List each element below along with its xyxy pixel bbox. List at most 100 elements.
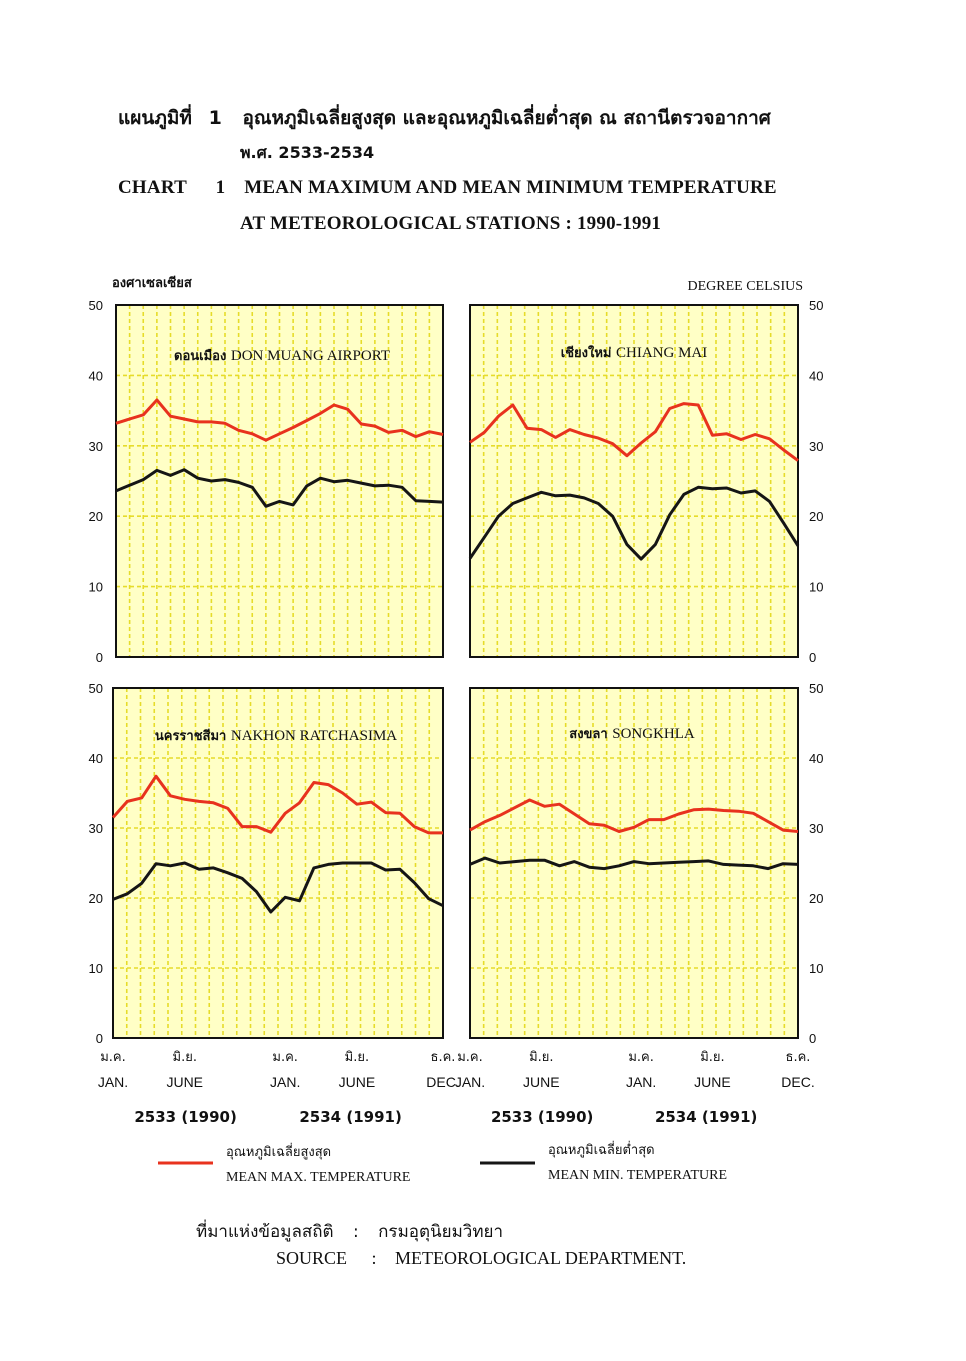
panel-title: สงขลา SONGKHLA	[569, 726, 695, 742]
title-thai-years: พ.ศ. 2533-2534	[240, 143, 375, 162]
title-thai-number: 1	[208, 107, 222, 129]
year-label: 2533 (1990)	[491, 1108, 593, 1126]
chart-panels: ดอนเมือง DON MUANG AIRPORT01020304050เชี…	[89, 298, 824, 1046]
title-thai-line1: แผนภูมิที่ 1 อุณหภูมิเฉลี่ยสูงสุด และอุณ…	[118, 103, 771, 133]
x-label-thai: ม.ค.	[100, 1050, 126, 1065]
y-tick-label: 20	[809, 891, 823, 906]
y-tick-label: 0	[809, 650, 816, 665]
x-label-thai: ม.ค.	[628, 1050, 654, 1065]
series-min-line	[115, 468, 444, 508]
x-label-en: JUNE	[166, 1074, 203, 1090]
title-thai-label: แผนภูมิที่	[118, 107, 192, 129]
title-en-text: MEAN MAXIMUM AND MEAN MINIMUM TEMPERATUR…	[244, 177, 777, 198]
x-label-thai: มิ.ย.	[700, 1050, 724, 1065]
y-tick-label: 10	[809, 961, 823, 976]
series-max-line	[469, 798, 799, 833]
series-min-line	[469, 856, 799, 871]
x-label-thai: ธ.ค.	[786, 1050, 811, 1065]
y-tick-label: 0	[96, 650, 103, 665]
y-tick-label: 30	[809, 821, 823, 836]
source-en-colon: :	[371, 1248, 377, 1268]
panel-title-en: CHIANG MAI	[616, 345, 707, 361]
legend-max-thai: อุณหภูมิเฉลี่ยสูงสุด	[226, 1143, 331, 1160]
x-label-en: DEC.	[781, 1074, 814, 1090]
y-tick-label: 40	[809, 368, 823, 383]
source-en-value: METEOROLOGICAL DEPARTMENT.	[395, 1248, 687, 1268]
panel-frame	[469, 304, 799, 658]
source-en-label: SOURCE	[276, 1248, 348, 1268]
panel-title: นครราชสีมา NAKHON RATCHASIMA	[155, 728, 397, 744]
source-thai-colon: :	[353, 1222, 359, 1242]
series-min-line	[468, 485, 800, 561]
panel-title-en: NAKHON RATCHASIMA	[231, 728, 397, 744]
legend-min-thai: อุณหภูมิเฉลี่ยต่ำสุด	[548, 1141, 655, 1158]
x-label-thai: ธ.ค.	[431, 1050, 456, 1065]
panel-title: เชียงใหม่ CHIANG MAI	[561, 344, 708, 361]
legend: อุณหภูมิเฉลี่ยสูงสุด MEAN MAX. TEMPERATU…	[158, 1141, 727, 1185]
panel-title-thai: นครราชสีมา	[155, 728, 231, 744]
y-tick-label: 10	[809, 580, 823, 595]
y-tick-label: 40	[89, 368, 103, 383]
x-label-en: JAN.	[626, 1074, 656, 1090]
y-tick-label: 50	[89, 681, 103, 696]
x-label-en: JAN.	[270, 1074, 300, 1090]
y-tick-label: 30	[89, 439, 103, 454]
legend-min-en: MEAN MIN. TEMPERATURE	[548, 1168, 727, 1183]
unit-left: องศาเซลเซียส	[112, 275, 192, 291]
title-thai-text: อุณหภูมิเฉลี่ยสูงสุด และอุณหภูมิเฉลี่ยต่…	[242, 107, 771, 129]
year-label: 2533 (1990)	[134, 1108, 236, 1126]
y-tick-label: 10	[89, 961, 103, 976]
x-label-thai: ม.ค.	[457, 1050, 483, 1065]
x-label-en: JUNE	[523, 1074, 560, 1090]
panel-title: ดอนเมือง DON MUANG AIRPORT	[174, 348, 390, 364]
x-label-en: JUNE	[694, 1074, 731, 1090]
legend-max-en: MEAN MAX. TEMPERATURE	[226, 1170, 410, 1185]
panel-nakhon-ratchasima: นครราชสีมา NAKHON RATCHASIMA 0 10 20 30 40 50	[89, 681, 444, 1046]
y-tick-label: 0	[96, 1031, 103, 1046]
y-tick-label: 50	[89, 298, 103, 313]
year-label: 2534 (1991)	[655, 1108, 757, 1126]
y-tick-label: 10	[89, 580, 103, 595]
y-tick-label: 30	[809, 439, 823, 454]
y-tick-label: 50	[809, 298, 823, 313]
source-thai: ที่มาแห่งข้อมูลสถิติ : กรมอุตุนิยมวิทยา	[196, 1218, 503, 1245]
panel-title-thai: สงขลา	[569, 727, 612, 742]
series-min-line	[112, 861, 444, 914]
panel-songkhla: สงขลา SONGKHLA 0 10 20 30 40 50	[469, 681, 823, 1046]
y-tick-label: 20	[89, 509, 103, 524]
x-label-en: JUNE	[339, 1074, 376, 1090]
source-en: SOURCE : METEOROLOGICAL DEPARTMENT.	[276, 1248, 686, 1269]
temperature-chart: องศาเซลเซียส DEGREE CELSIUS ดอนเมือง DON…	[89, 275, 824, 1185]
panel-title-en: DON MUANG AIRPORT	[231, 348, 390, 364]
y-tick-label: 20	[809, 509, 823, 524]
x-axis: ม.ค. JAN. มิ.ย. JUNE ม.ค. JAN. มิ.ย. JUNE ธ.ค. DE…	[98, 1050, 815, 1126]
title-en-line2: AT METEOROLOGICAL STATIONS : 1990-1991	[240, 213, 662, 234]
panel-frame	[112, 687, 444, 1039]
series-max-line	[111, 774, 443, 835]
year-label: 2534 (1991)	[299, 1108, 401, 1126]
series-max-line	[469, 402, 799, 462]
panel-don-muang-airport: ดอนเมือง DON MUANG AIRPORT 0 10 20 30 40 50	[89, 298, 444, 665]
x-label-en: DEC.	[426, 1074, 459, 1090]
y-tick-label: 40	[89, 751, 103, 766]
y-tick-label: 50	[809, 681, 823, 696]
series-max-line	[115, 398, 444, 442]
y-tick-label: 20	[89, 891, 103, 906]
y-tick-label: 0	[809, 1031, 816, 1046]
panel-frame	[115, 304, 444, 658]
x-label-en: JAN.	[455, 1074, 485, 1090]
x-label-thai: มิ.ย.	[529, 1050, 553, 1065]
source-thai-label: ที่มาแห่งข้อมูลสถิติ	[196, 1222, 334, 1242]
panel-title-thai: ดอนเมือง	[174, 348, 231, 364]
title-en-label: CHART	[118, 177, 187, 198]
x-label-thai: มิ.ย.	[345, 1050, 369, 1065]
unit-right: DEGREE CELSIUS	[688, 279, 804, 294]
panel-title-thai: เชียงใหม่	[561, 344, 616, 361]
x-label-thai: ม.ค.	[272, 1050, 298, 1065]
title-en-line1: CHART 1 MEAN MAXIMUM AND MEAN MINIMUM TE…	[118, 177, 777, 199]
source-thai-value: กรมอุตุนิยมวิทยา	[378, 1222, 504, 1242]
panel-title-en: SONGKHLA	[612, 726, 695, 742]
x-label-thai: มิ.ย.	[173, 1050, 197, 1065]
x-label-en: JAN.	[98, 1074, 128, 1090]
panel-chiang-mai: เชียงใหม่ CHIANG MAI 0 10 20 30 40 50	[468, 298, 823, 665]
